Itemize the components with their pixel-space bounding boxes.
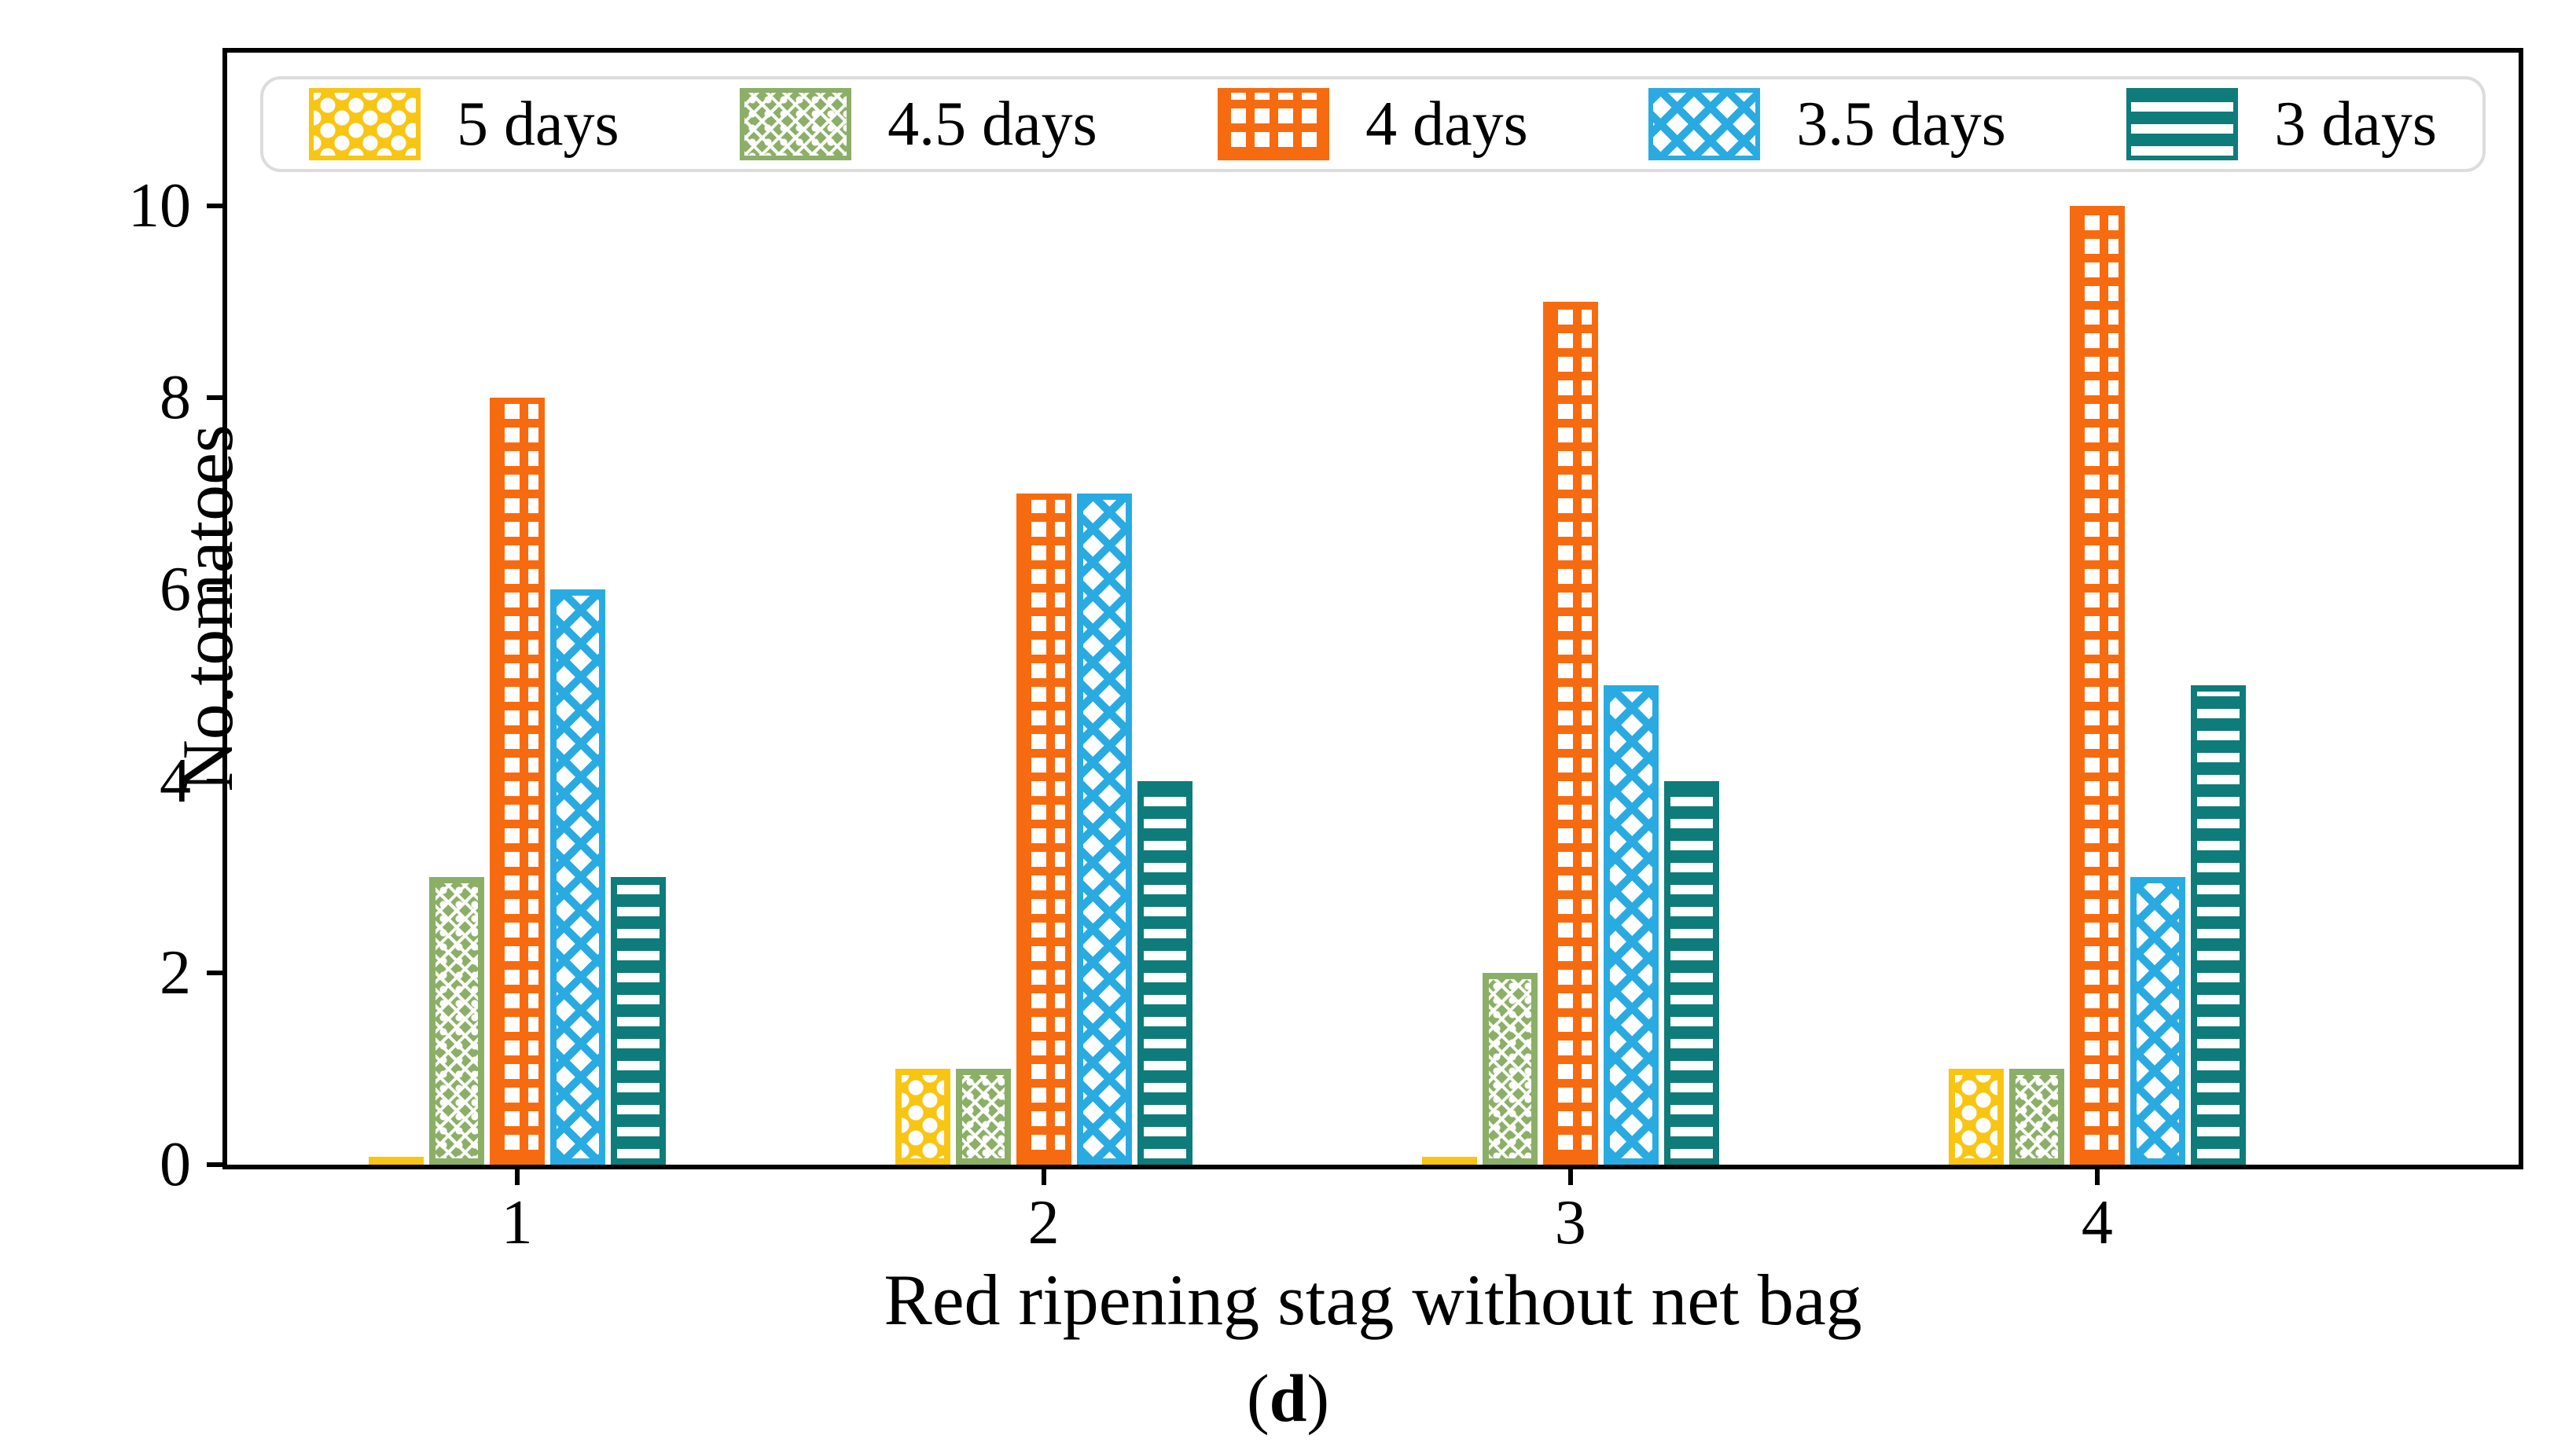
x-axis-title: Red ripening stag without net bag bbox=[884, 1260, 1862, 1340]
y-tick bbox=[207, 204, 222, 209]
plot-area: 5 days 4.5 days 4 days 3.5 days 3 days 0 2 4 6 8… bbox=[128, 48, 2523, 1254]
bar-3.5-days-cat2 bbox=[1076, 494, 1132, 1165]
y-tick-label: 2 bbox=[160, 938, 191, 1008]
legend-entry: 3 days bbox=[2126, 88, 2437, 160]
legend-label: 4 days bbox=[1365, 90, 1528, 159]
figure-caption: (d) bbox=[0, 1364, 2576, 1432]
legend-entry: 3.5 days bbox=[1648, 88, 2006, 160]
bar-5-days-cat4 bbox=[1948, 1069, 2004, 1165]
bar-4-days-cat1 bbox=[489, 398, 545, 1165]
bar-5-days-cat2 bbox=[895, 1069, 950, 1165]
legend-entry: 5 days bbox=[309, 88, 619, 160]
y-axis-title: No.tomatoes bbox=[167, 424, 248, 792]
x-tick-label: 1 bbox=[501, 1188, 533, 1257]
bar-3.5-days-cat4 bbox=[2130, 877, 2185, 1165]
y-tick-label: 0 bbox=[160, 1130, 191, 1199]
legend-patch-stars-icon bbox=[740, 88, 852, 160]
bar-4.5-days-cat2 bbox=[955, 1069, 1011, 1165]
bar-4-days-cat3 bbox=[1542, 302, 1598, 1165]
x-tick bbox=[1567, 1169, 1573, 1185]
bar-3-days-cat3 bbox=[1663, 781, 1719, 1165]
bar-3.5-days-cat3 bbox=[1603, 685, 1659, 1165]
y-tick bbox=[207, 1162, 222, 1167]
bar-4-days-cat4 bbox=[2069, 206, 2125, 1165]
bar-4.5-days-cat4 bbox=[2008, 1069, 2064, 1165]
legend-patch-grid-icon bbox=[1218, 88, 1330, 160]
bar-4-days-cat2 bbox=[1016, 494, 1071, 1165]
legend-entry: 4.5 days bbox=[740, 88, 1097, 160]
x-tick bbox=[514, 1169, 520, 1185]
x-tick-label: 2 bbox=[1027, 1188, 1060, 1257]
x-tick bbox=[2094, 1169, 2100, 1185]
y-tick bbox=[207, 971, 222, 976]
legend: 5 days 4.5 days 4 days 3.5 days 3 days bbox=[260, 76, 2486, 172]
caption-letter: d bbox=[1269, 1360, 1307, 1436]
bar-4.5-days-cat3 bbox=[1482, 973, 1538, 1165]
y-tick bbox=[207, 779, 222, 784]
y-tick-label: 8 bbox=[160, 363, 191, 433]
y-tick bbox=[207, 587, 222, 593]
caption-close-paren: ) bbox=[1306, 1360, 1330, 1436]
legend-label: 3 days bbox=[2274, 90, 2437, 159]
x-tick bbox=[1041, 1169, 1046, 1185]
bar-3.5-days-cat1 bbox=[549, 589, 605, 1165]
bar-5-days-cat1 bbox=[368, 1157, 424, 1165]
y-tick bbox=[207, 395, 222, 401]
legend-patch-crosshatch-icon bbox=[1648, 88, 1761, 160]
bar-3-days-cat1 bbox=[610, 877, 666, 1165]
y-tick-label: 6 bbox=[160, 555, 191, 625]
legend-patch-dots-icon bbox=[309, 88, 421, 160]
legend-entry: 4 days bbox=[1218, 88, 1528, 160]
y-tick-label: 4 bbox=[160, 747, 191, 817]
bar-4.5-days-cat1 bbox=[428, 877, 484, 1165]
bar-3-days-cat2 bbox=[1137, 781, 1192, 1165]
legend-label: 4.5 days bbox=[887, 90, 1097, 159]
bar-5-days-cat3 bbox=[1421, 1157, 1477, 1165]
y-tick-label: 10 bbox=[128, 171, 191, 241]
legend-label: 5 days bbox=[457, 90, 619, 159]
legend-patch-hlines-icon bbox=[2126, 88, 2239, 160]
x-tick-label: 4 bbox=[2081, 1188, 2113, 1257]
legend-label: 3.5 days bbox=[1796, 90, 2006, 159]
caption-open-paren: ( bbox=[1246, 1360, 1270, 1436]
x-tick-label: 3 bbox=[1554, 1188, 1586, 1257]
bar-3-days-cat4 bbox=[2190, 685, 2246, 1165]
